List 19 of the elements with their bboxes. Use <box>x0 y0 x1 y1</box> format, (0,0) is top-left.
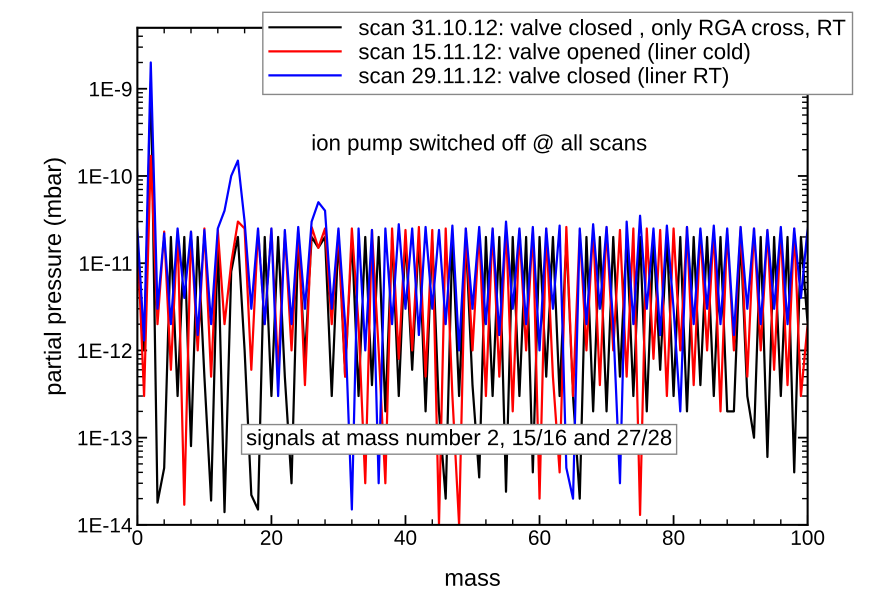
y-tick-label: 1E-13 <box>78 430 132 446</box>
x-tick-label: 0 <box>132 530 142 546</box>
y-tick-label: 1E-14 <box>78 518 132 532</box>
y-tick-label: 1E-12 <box>78 343 132 358</box>
legend-label: scan 29.11.12: valve closed (liner RT) <box>358 67 728 88</box>
x-tick-label: 100 <box>792 530 824 546</box>
y-tick-label: 1E-11 <box>80 256 132 271</box>
y-tick-label: 1E-10 <box>78 168 132 184</box>
legend-label: scan 15.11.12: valve opened (liner cold) <box>358 43 750 64</box>
annotation: signals at mass number 2, 15/16 and 27/28 <box>246 429 672 450</box>
y-axis-title: partial pressure (mbar) <box>44 158 66 394</box>
x-tick-label: 80 <box>662 530 684 546</box>
annotation: ion pump switched off @ all scans <box>312 134 646 155</box>
x-tick-label: 20 <box>260 530 282 546</box>
x-axis-title: mass <box>446 573 500 586</box>
x-tick-label: 60 <box>529 530 550 546</box>
legend-label: scan 31.10.12: valve closed , only RGA cross, RT <box>358 18 846 40</box>
x-tick-label: 40 <box>394 530 416 546</box>
y-tick-label: 1E-9 <box>90 82 132 97</box>
